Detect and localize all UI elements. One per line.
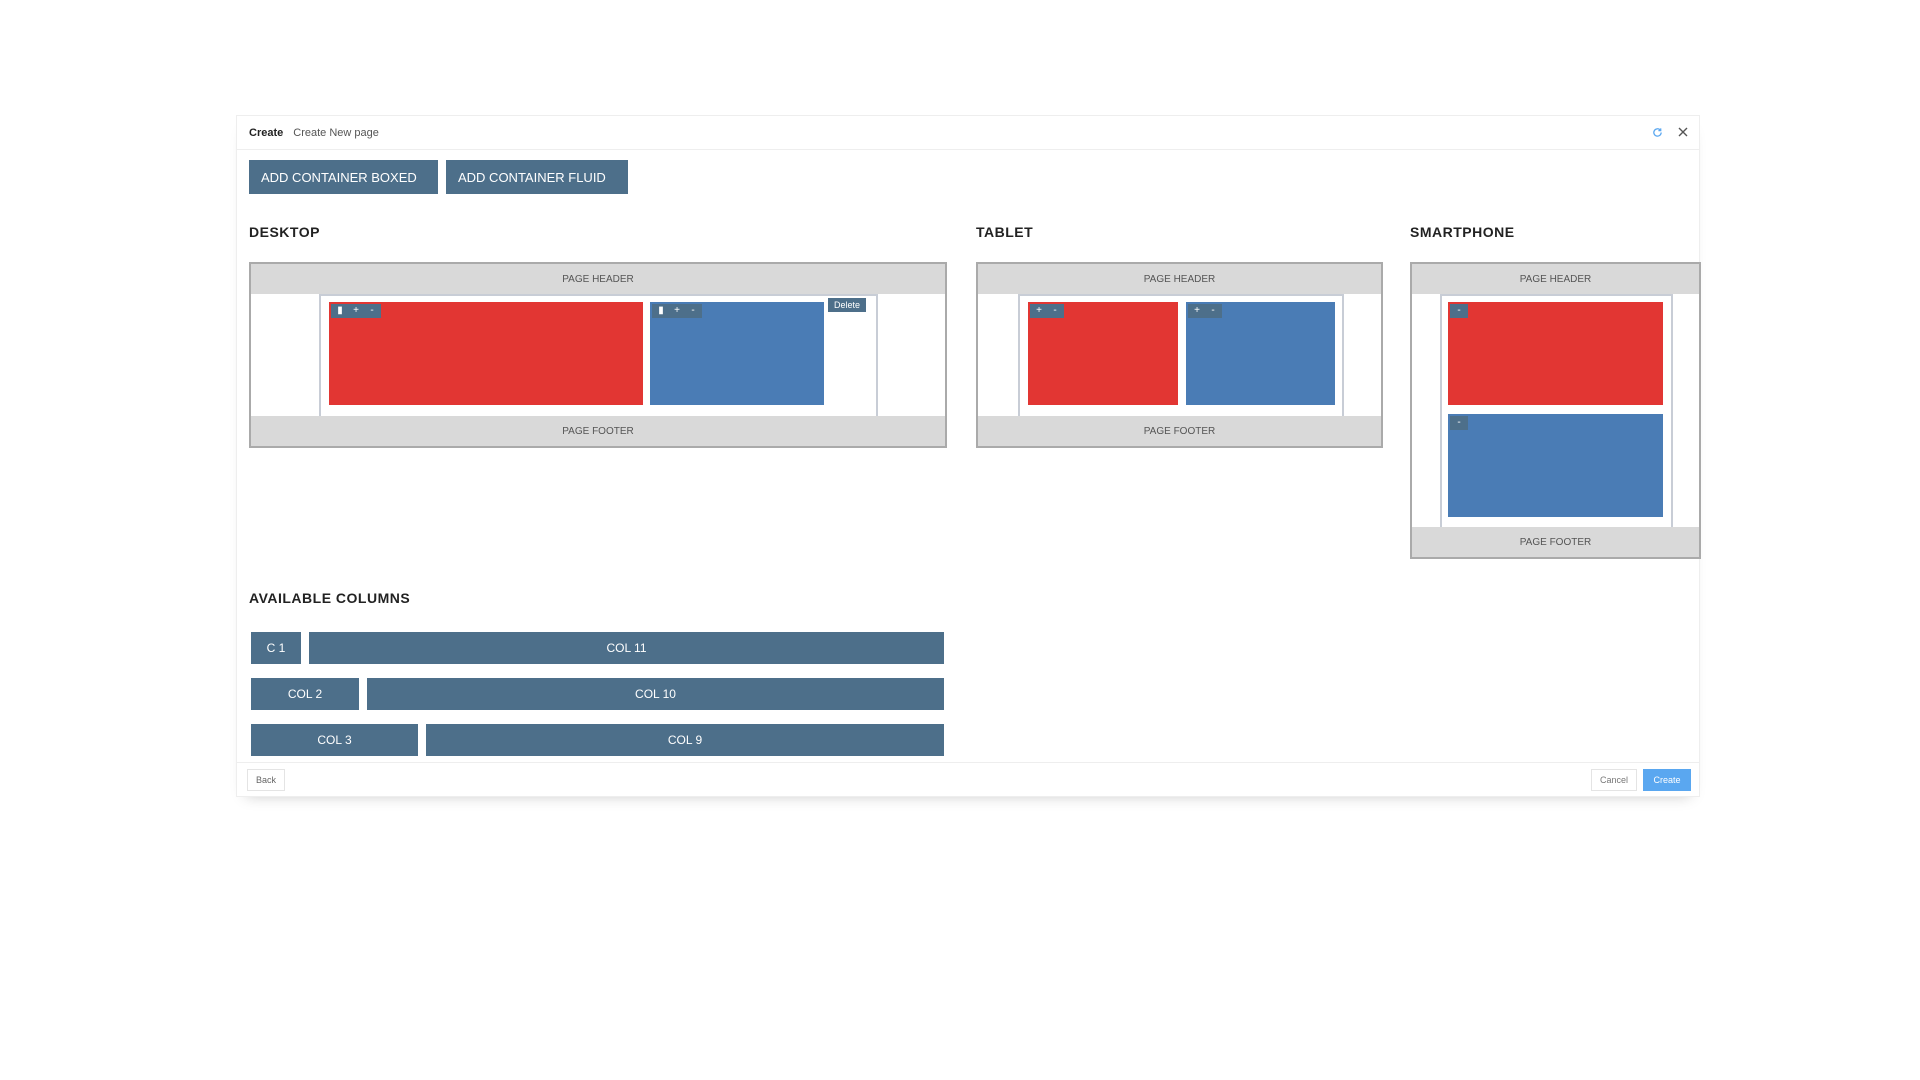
dialog-titlebar: Create Create New page — [237, 116, 1699, 150]
desktop-container[interactable]: ▮ + - ▮ + - Delete — [319, 294, 878, 418]
minus-icon[interactable]: - — [691, 305, 695, 316]
column-toolbar: ▮ + - — [652, 304, 702, 318]
plus-icon[interactable]: + — [1036, 305, 1042, 316]
smartphone-column-red[interactable]: - — [1448, 302, 1663, 405]
column-toolbar: - — [1450, 416, 1468, 430]
smartphone-column-blue[interactable]: - — [1448, 414, 1663, 517]
smartphone-page-header: PAGE HEADER — [1412, 264, 1699, 294]
delete-container-button[interactable]: Delete — [828, 298, 867, 312]
smartphone-section-title: SMARTPHONE — [1410, 224, 1515, 240]
column-chip-col2[interactable]: COL 2 — [251, 678, 359, 710]
minus-icon[interactable]: - — [370, 305, 374, 316]
tablet-preview: PAGE HEADER + - + - PAGE FOOTER — [976, 262, 1383, 448]
tablet-container[interactable]: + - + - — [1018, 294, 1344, 418]
desktop-page-header: PAGE HEADER — [251, 264, 945, 294]
copy-icon[interactable]: ▮ — [658, 305, 664, 316]
plus-icon[interactable]: + — [353, 305, 359, 316]
dialog-title: Create — [249, 126, 284, 139]
copy-icon[interactable]: ▮ — [337, 305, 343, 316]
available-columns-title: AVAILABLE COLUMNS — [249, 590, 411, 606]
minus-icon[interactable]: - — [1457, 305, 1461, 316]
tablet-page-header: PAGE HEADER — [978, 264, 1381, 294]
column-chip-col10[interactable]: COL 10 — [367, 678, 944, 710]
desktop-section-title: DESKTOP — [249, 224, 320, 240]
column-chip-col9[interactable]: COL 9 — [426, 724, 944, 756]
minus-icon[interactable]: - — [1211, 305, 1215, 316]
desktop-column-red[interactable]: ▮ + - — [329, 302, 643, 405]
smartphone-page-footer: PAGE FOOTER — [1412, 527, 1699, 557]
create-page-dialog: Create Create New page ADD CONTAINER BOX… — [236, 115, 1701, 797]
dialog-footer: Back Cancel Create — [237, 762, 1699, 796]
add-container-fluid-button[interactable]: ADD CONTAINER FLUID — [446, 160, 628, 194]
desktop-page-footer: PAGE FOOTER — [251, 416, 945, 446]
plus-icon[interactable]: + — [1194, 305, 1200, 316]
smartphone-preview: PAGE HEADER - - PAGE FOOTER — [1410, 262, 1701, 559]
refresh-icon[interactable] — [1649, 124, 1665, 140]
column-chip-col11[interactable]: COL 11 — [309, 632, 944, 664]
create-button[interactable]: Create — [1643, 769, 1691, 791]
column-chip-col3[interactable]: COL 3 — [251, 724, 418, 756]
tablet-column-blue[interactable]: + - — [1186, 302, 1335, 405]
desktop-column-blue[interactable]: ▮ + - — [650, 302, 824, 405]
tablet-page-footer: PAGE FOOTER — [978, 416, 1381, 446]
desktop-preview: PAGE HEADER ▮ + - ▮ + - Delete PAGE FOOT… — [249, 262, 947, 448]
tablet-section-title: TABLET — [976, 224, 1034, 240]
plus-icon[interactable]: + — [674, 305, 680, 316]
smartphone-container[interactable]: - - — [1440, 294, 1673, 529]
back-button[interactable]: Back — [247, 769, 285, 791]
column-toolbar: + - — [1030, 304, 1064, 318]
column-toolbar: - — [1450, 304, 1468, 318]
add-container-boxed-button[interactable]: ADD CONTAINER BOXED — [249, 160, 438, 194]
dialog-subtitle: Create New page — [293, 126, 379, 139]
minus-icon[interactable]: - — [1457, 417, 1461, 428]
column-toolbar: ▮ + - — [331, 304, 381, 318]
tablet-column-red[interactable]: + - — [1028, 302, 1178, 405]
cancel-button[interactable]: Cancel — [1591, 769, 1637, 791]
column-toolbar: + - — [1188, 304, 1222, 318]
minus-icon[interactable]: - — [1053, 305, 1057, 316]
column-chip-c1[interactable]: C 1 — [251, 632, 301, 664]
close-icon[interactable] — [1675, 124, 1691, 140]
